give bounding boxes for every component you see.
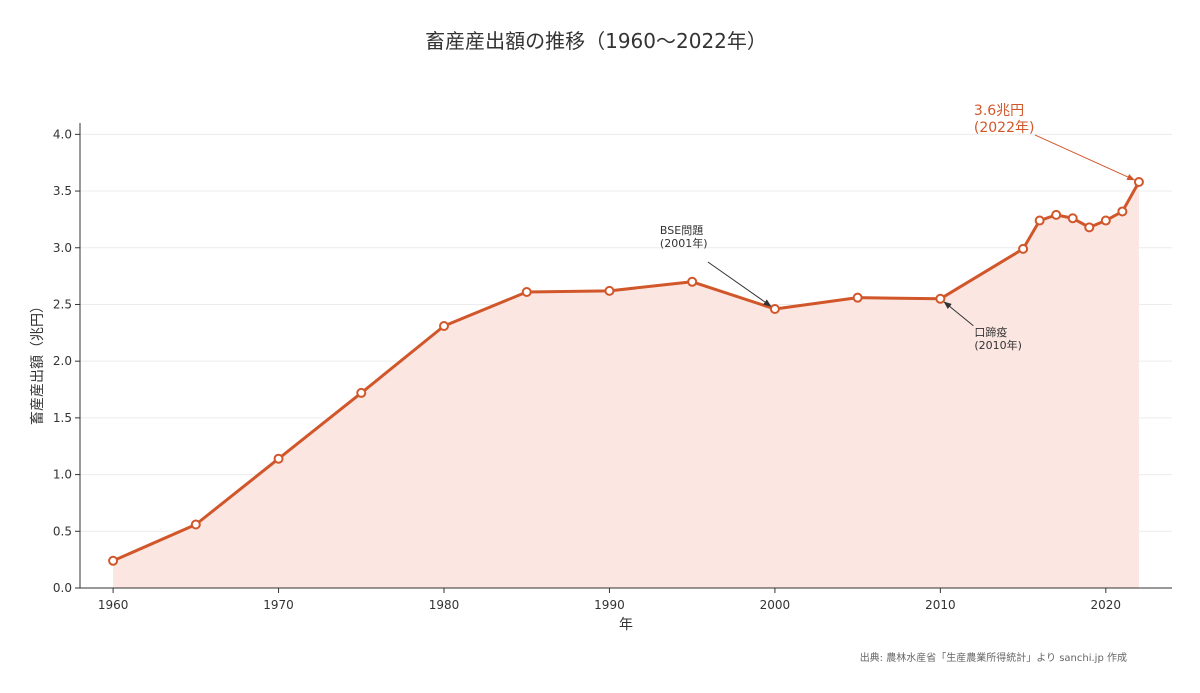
x-tick-label: 2010 — [925, 598, 956, 612]
data-point — [439, 321, 449, 332]
data-point — [273, 453, 284, 464]
data-point — [1051, 209, 1062, 220]
data-point — [1034, 215, 1045, 226]
data-point — [604, 285, 615, 296]
y-axis-label: 畜産産出額（兆円） — [30, 299, 46, 425]
y-tick-label: 2.5 — [53, 297, 72, 311]
annotation: 3.6兆円(2022年) — [974, 103, 1136, 181]
annotation-arrow — [707, 261, 772, 307]
data-point — [190, 519, 201, 530]
x-ticks: 1960 1970 1980 1990 2000 2010 2020 — [98, 588, 1121, 612]
x-tick-label: 1970 — [263, 598, 294, 612]
y-tick-label: 1.0 — [53, 468, 72, 482]
x-tick-label: 1960 — [98, 598, 129, 612]
y-tick-label: 1.5 — [53, 411, 72, 425]
annotation-text: 3.6兆円 — [974, 103, 1024, 119]
y-tick-label: 4.0 — [53, 127, 72, 141]
annotation-text: (2022年) — [974, 120, 1035, 136]
data-point — [108, 555, 119, 566]
data-point — [687, 276, 698, 287]
data-point — [935, 293, 946, 304]
data-point — [521, 286, 532, 297]
annotation: BSE問題(2001年) — [660, 224, 772, 307]
y-tick-label: 2.0 — [53, 354, 72, 368]
y-tick-label: 0.5 — [53, 524, 72, 538]
annotation-arrow — [1034, 134, 1136, 181]
data-point — [356, 387, 367, 398]
annotation-text: (2010年) — [974, 338, 1022, 352]
annotation-text: BSE問題 — [660, 224, 703, 237]
x-tick-label: 2000 — [760, 598, 791, 612]
x-tick-label: 1990 — [594, 598, 625, 612]
data-points — [108, 176, 1144, 566]
y-ticks: 0.0 0.5 1.0 1.5 2.0 2.5 3.0 3.5 4.0 — [53, 127, 80, 595]
y-tick-label: 0.0 — [53, 581, 72, 595]
y-tick-label: 3.0 — [53, 241, 72, 255]
annotation-text: (2001年) — [660, 236, 708, 250]
data-point — [769, 304, 780, 314]
data-point — [1117, 206, 1128, 217]
annotation-arrow — [943, 301, 974, 327]
data-point — [1067, 213, 1078, 224]
x-axis-label: 年 — [619, 617, 633, 633]
data-point — [1018, 243, 1029, 254]
chart-title: 畜産産出額の推移（1960〜2022年） — [425, 29, 767, 53]
x-tick-label: 2020 — [1091, 598, 1122, 612]
data-point — [1100, 215, 1111, 226]
x-tick-label: 1980 — [429, 598, 460, 612]
area-fill — [113, 181, 1139, 588]
data-point — [1084, 222, 1095, 233]
annotation: 口蹄疫(2010年) — [943, 301, 1022, 352]
source-note: 出典: 農林水産省「生産農業所得統計」より sanchi.jp 作成 — [860, 651, 1127, 664]
axes — [79, 123, 1172, 589]
annotation-text: 口蹄疫 — [974, 325, 1007, 339]
data-point — [852, 292, 863, 303]
annotations: BSE問題(2001年) 口蹄疫(2010年) 3.6兆円(2022年) — [660, 103, 1136, 352]
area-fill-shape — [113, 181, 1139, 588]
y-tick-label: 3.5 — [53, 184, 72, 198]
data-point — [1133, 176, 1144, 187]
